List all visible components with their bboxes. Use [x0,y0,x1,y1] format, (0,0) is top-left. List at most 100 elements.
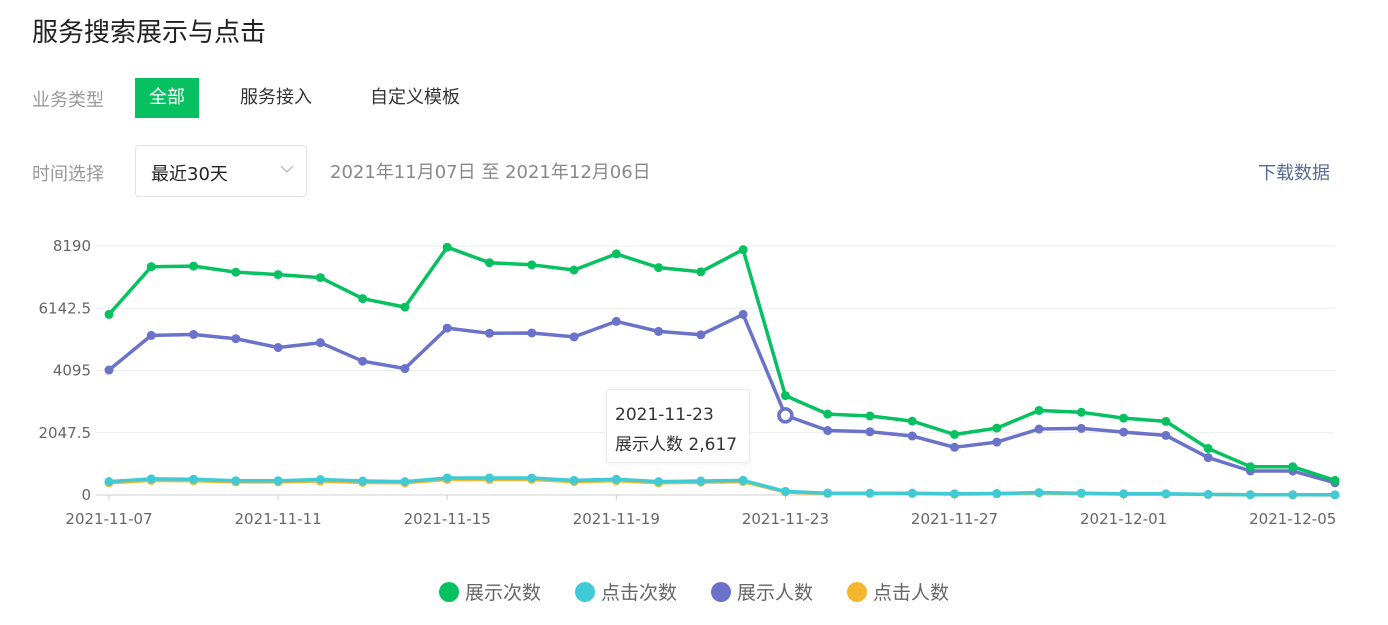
data-point [104,365,114,375]
data-point [611,249,621,259]
data-point [273,476,283,486]
data-point [146,262,156,272]
data-point [1034,405,1044,415]
data-point [569,332,579,342]
page-title: 服务搜索展示与点击 [32,18,267,48]
legend-dot [438,581,459,602]
data-point [146,330,156,340]
data-point [1245,490,1255,500]
data-point [1076,488,1086,498]
tab-all[interactable]: 全部 [135,78,199,118]
data-point [484,258,494,268]
data-point [400,477,410,487]
data-point [780,486,790,496]
data-point [780,391,790,401]
data-point [1288,462,1298,472]
data-point [358,356,368,366]
data-point [992,437,1002,447]
data-point [358,294,368,304]
legend-dot [847,581,868,602]
data-point [527,473,537,483]
data-point [1203,443,1213,453]
data-point [907,488,917,498]
data-point [738,475,748,485]
data-point [1119,413,1129,423]
data-point [358,476,368,486]
data-point [104,477,114,487]
y-tick-label: 4095 [53,362,91,380]
data-point [484,473,494,483]
data-point [823,409,833,419]
data-point [950,442,960,452]
data-point [400,364,410,374]
legend-label: 点击次数 [600,582,677,604]
data-point [865,427,875,437]
legend-item-impression-users[interactable]: 展示人数 [711,578,813,605]
x-tick-label: 2021-11-19 [573,510,660,528]
tooltip-value: 展示人数 2,617 [615,435,738,455]
data-point [1288,490,1298,500]
data-point [189,261,199,271]
download-data-link[interactable]: 下载数据 [1258,163,1330,184]
y-tick-label: 8190 [53,237,91,255]
x-tick-label: 2021-12-05 [1249,510,1336,528]
data-point [315,273,325,283]
data-point [146,474,156,484]
legend-item-click-users[interactable]: 点击人数 [847,578,949,605]
data-point [1076,407,1086,417]
data-point [231,334,241,344]
x-tick-label: 2021-12-01 [1080,510,1167,528]
data-point [231,476,241,486]
legend-item-impressions[interactable]: 展示次数 [438,578,541,605]
x-tick-label: 2021-11-23 [742,510,829,528]
data-point [1034,488,1044,498]
legend-dot [574,581,595,602]
data-point [315,338,325,348]
tab-custom-template[interactable]: 自定义模板 [370,87,460,108]
data-point [654,263,664,273]
data-point [1203,489,1213,499]
data-point [654,477,664,487]
data-point [1161,416,1171,426]
legend-label: 点击人数 [873,582,950,604]
time-select-label: 时间选择 [32,164,104,185]
legend-label: 展示次数 [464,582,541,604]
data-point [823,488,833,498]
data-point [1161,489,1171,499]
legend-item-clicks[interactable]: 点击次数 [574,578,677,605]
data-point [907,416,917,426]
data-point [273,343,283,353]
legend-dot [711,581,731,602]
data-point [654,326,664,336]
data-point [442,242,452,252]
series-line [108,476,1336,497]
date-range-text: 2021年11月07日 至 2021年12月06日 [330,162,651,183]
data-point [992,423,1002,433]
data-point [696,476,706,486]
data-point [611,316,621,326]
data-point [611,474,621,484]
data-point [1203,453,1213,463]
data-point [1161,430,1171,440]
data-point [484,328,494,338]
data-point [527,328,537,338]
legend-label: 展示人数 [737,582,814,604]
data-point [907,431,917,441]
time-range-value: 最近30天 [151,164,228,185]
data-point [738,309,748,319]
data-point [189,329,199,339]
y-tick-label: 0 [81,486,91,504]
data-point [273,270,283,280]
data-point [442,473,452,483]
data-point [569,265,579,275]
data-point [1330,490,1340,500]
data-point [950,489,960,499]
data-point [823,426,833,436]
highlighted-point [777,407,794,424]
data-point [1119,489,1129,499]
time-range-select[interactable]: 最近30天 [135,145,307,197]
tab-service-access[interactable]: 服务接入 [240,87,312,108]
series-line [107,312,1336,485]
data-point [1119,427,1129,437]
data-point [400,302,410,312]
